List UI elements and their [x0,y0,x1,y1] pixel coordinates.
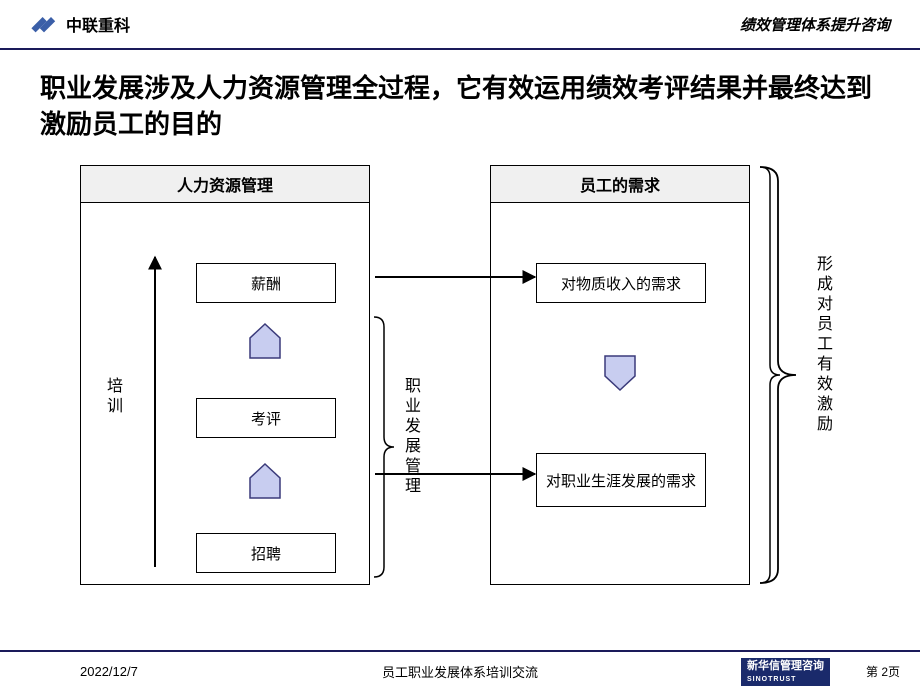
hr-node-1: 考评 [196,398,336,438]
hr-management-panel: 人力资源管理 薪酬考评招聘 [80,165,370,585]
need-node-1: 对职业生涯发展的需求 [536,453,706,507]
page-number: 第 2页 [866,663,900,680]
footer: 2022/12/7 员工职业发展体系培训交流 新华信管理咨询 SINOTRUST… [0,650,920,690]
hr-node-0: 薪酬 [196,263,336,303]
company-logo: 中联重科 [30,12,130,36]
needs-panel-title: 员工的需求 [491,166,749,203]
hr-panel-title: 人力资源管理 [81,166,369,203]
footer-date: 2022/12/7 [80,664,138,679]
footer-logo: 新华信管理咨询 SINOTRUST [741,658,830,686]
footer-logo-sub: SINOTRUST [747,676,796,683]
career-dev-mgmt-label: 职业发展管理 [398,377,422,497]
zoomlion-logo-icon [30,14,58,34]
slide-title: 职业发展涉及人力资源管理全过程，它有效运用绩效考评结果并最终达到激励员工的目的 [40,70,880,143]
diagram-area: 人力资源管理 薪酬考评招聘 培训 职业发展管理 员工的需求 对物质收入的需求对职… [40,165,880,630]
company-name: 中联重科 [66,12,130,36]
employee-needs-panel: 员工的需求 对物质收入的需求对职业生涯发展的需求 [490,165,750,585]
header-subtitle: 绩效管理体系提升咨询 [740,14,890,35]
header: 中联重科 绩效管理体系提升咨询 [0,0,920,50]
training-label: 培训 [100,377,124,417]
effective-incentive-label: 形成对员工有效激励 [810,255,834,435]
need-node-0: 对物质收入的需求 [536,263,706,303]
hr-node-2: 招聘 [196,533,336,573]
footer-logo-text: 新华信管理咨询 [747,660,824,672]
